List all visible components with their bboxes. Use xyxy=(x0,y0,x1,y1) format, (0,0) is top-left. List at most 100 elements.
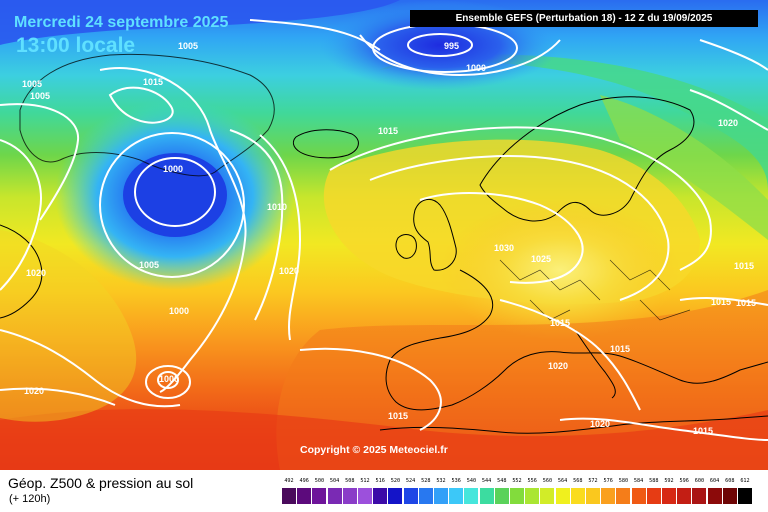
legend-swatch xyxy=(692,488,707,504)
forecast-date: Mercredi 24 septembre 2025 xyxy=(14,14,229,31)
isobar-label: 1015 xyxy=(711,297,731,307)
isobar-label: 1020 xyxy=(718,118,738,128)
legend-swatch xyxy=(479,488,494,504)
scandinavia-outline xyxy=(479,96,695,222)
british-isles-outline xyxy=(413,198,457,271)
canada-coastline xyxy=(0,224,43,319)
legend-label: 512 xyxy=(360,478,370,484)
isobar-labels: 1005 995 1000 1005 1005 1015 1015 1020 1… xyxy=(22,41,756,436)
isobar-label: 995 xyxy=(444,41,459,51)
legend-label: 596 xyxy=(679,478,689,484)
forecast-lead-time: (+ 120h) xyxy=(9,493,51,505)
legend-label: 516 xyxy=(375,478,385,484)
copyright-notice: Copyright © 2025 Meteociel.fr xyxy=(300,444,448,456)
legend-swatch xyxy=(616,488,631,504)
model-run-info: Ensemble GEFS (Perturbation 18) - 12 Z d… xyxy=(410,10,758,27)
isobar-label: 1020 xyxy=(24,386,44,396)
legend-swatch xyxy=(312,488,327,504)
legend-swatch xyxy=(646,488,661,504)
isobar-label: 1015 xyxy=(388,411,408,421)
legend-swatch xyxy=(373,488,388,504)
legend-swatch xyxy=(342,488,357,504)
legend-swatch xyxy=(722,488,737,504)
legend-swatch xyxy=(677,488,692,504)
isobar-label: 1005 xyxy=(139,260,159,270)
italy-outline xyxy=(574,329,616,399)
legend-swatch xyxy=(570,488,585,504)
isobar-label: 1020 xyxy=(26,268,46,278)
legend-label: 548 xyxy=(497,478,507,484)
legend-label: 612 xyxy=(740,478,750,484)
legend-swatch xyxy=(601,488,616,504)
isobar-label: 1015 xyxy=(378,126,398,136)
isobar-label: 1000 xyxy=(466,63,486,73)
legend-label: 592 xyxy=(664,478,674,484)
legend-label: 536 xyxy=(451,478,461,484)
legend-swatch xyxy=(327,488,342,504)
legend-swatch xyxy=(631,488,646,504)
legend-label: 560 xyxy=(542,478,553,484)
legend-label: 492 xyxy=(284,478,294,484)
legend-label: 544 xyxy=(481,478,492,484)
legend-label: 608 xyxy=(725,478,735,484)
legend-swatch xyxy=(525,488,540,504)
legend-swatch xyxy=(586,488,600,504)
legend-label: 600 xyxy=(694,478,705,484)
legend-label: 584 xyxy=(633,478,644,484)
legend-label: 540 xyxy=(466,478,477,484)
legend-label: 588 xyxy=(649,478,659,484)
legend-label: 572 xyxy=(588,478,598,484)
isobar-label: 1000 xyxy=(159,374,179,384)
legend-swatch xyxy=(738,488,752,504)
legend-swatch xyxy=(464,488,479,504)
legend-label: 504 xyxy=(329,478,340,484)
forecast-local-time: 13:00 locale xyxy=(16,34,136,57)
isobar-label: 1015 xyxy=(143,77,163,87)
legend-label: 564 xyxy=(557,478,568,484)
legend-swatch xyxy=(540,488,555,504)
legend-label: 524 xyxy=(405,478,416,484)
legend-label: 568 xyxy=(573,478,583,484)
isobar-label: 1015 xyxy=(550,318,570,328)
legend-label: 580 xyxy=(618,478,629,484)
legend-swatch xyxy=(418,488,433,504)
isobar-label: 1005 xyxy=(22,79,42,89)
legend-label: 532 xyxy=(436,478,446,484)
footer-bar: Géop. Z500 & pression au sol (+ 120h) 49… xyxy=(0,470,768,512)
isobar-label: 1015 xyxy=(736,298,756,308)
legend-label: 500 xyxy=(314,478,325,484)
pressure-map: 1005 995 1000 1005 1005 1015 1015 1020 1… xyxy=(0,0,768,470)
chart-title: Géop. Z500 & pression au sol xyxy=(8,475,194,491)
north-africa-coastline xyxy=(379,415,768,434)
legend-swatch xyxy=(555,488,570,504)
legend-label: 552 xyxy=(512,478,522,484)
europe-coastline xyxy=(385,269,768,411)
isobar-label: 1020 xyxy=(548,361,568,371)
isobar-label: 1020 xyxy=(279,266,299,276)
isobar-lines xyxy=(0,19,768,441)
iceland-outline xyxy=(292,129,359,159)
isobar-label: 1010 xyxy=(267,202,287,212)
legend-swatch xyxy=(388,488,403,504)
legend-swatch xyxy=(494,488,509,504)
legend-swatch xyxy=(662,488,676,504)
isobar-label: 1020 xyxy=(590,419,610,429)
isobar-label: 1030 xyxy=(494,243,514,253)
legend-swatch xyxy=(403,488,418,504)
isobar-label: 1005 xyxy=(30,91,50,101)
legend-label: 576 xyxy=(603,478,613,484)
legend-label: 528 xyxy=(421,478,431,484)
legend-label: 496 xyxy=(299,478,309,484)
isobar-label: 1015 xyxy=(610,344,630,354)
ireland-outline xyxy=(395,234,417,259)
legend-label: 604 xyxy=(709,478,720,484)
legend-swatch xyxy=(434,488,448,504)
isobar-label: 1015 xyxy=(693,426,713,436)
legend-label: 556 xyxy=(527,478,537,484)
isobar-label: 1005 xyxy=(178,41,198,51)
isobar-label: 1015 xyxy=(734,261,754,271)
legend-swatch xyxy=(449,488,464,504)
legend-label: 520 xyxy=(390,478,401,484)
color-scale-legend: 492 496 500 504 508 512 516 520 524 528 532 536 540 5… xyxy=(282,478,754,508)
